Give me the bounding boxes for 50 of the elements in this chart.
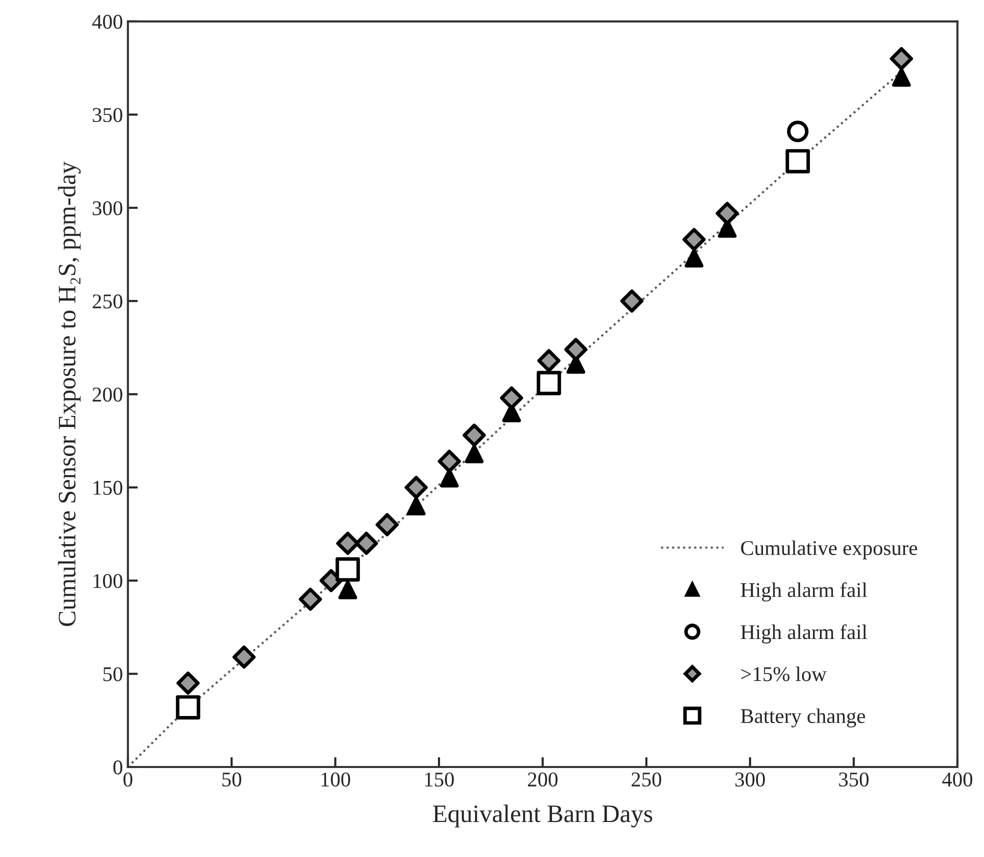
y-tick-label: 350 — [92, 108, 122, 122]
point — [536, 370, 562, 396]
point — [320, 569, 343, 592]
x-tick-label: 300 — [735, 772, 765, 787]
x-tick-label: 150 — [425, 772, 454, 787]
y-tick-label: 300 — [92, 201, 122, 216]
point — [786, 149, 810, 174]
point — [298, 588, 322, 611]
point — [406, 496, 426, 516]
point — [682, 228, 706, 252]
point — [716, 202, 739, 225]
x-tick-label: 250 — [632, 772, 662, 787]
legend-label: >15% low — [741, 666, 827, 682]
point — [684, 248, 704, 268]
x-tick-label: 400 — [942, 772, 972, 787]
y-tick-label: 250 — [92, 294, 122, 308]
y-axis-title: Cumulative Sensor Exposure to H₂S, ppm-day — [58, 162, 81, 626]
y-tick-label: 50 — [103, 667, 122, 682]
point — [464, 444, 484, 464]
point — [354, 532, 378, 555]
x-tick-label: 0 — [124, 772, 132, 787]
legend-label: High alarm fail — [740, 624, 868, 644]
legend-label: Cumulative exposure — [741, 540, 918, 560]
legend-label: Battery change — [740, 708, 866, 728]
x-axis-title: Equivalent Barn Days — [433, 804, 652, 828]
point — [336, 532, 360, 555]
point — [336, 557, 360, 582]
point — [462, 424, 486, 447]
x-tick-label: 100 — [322, 772, 350, 787]
x-tick-label: 350 — [839, 772, 869, 787]
point — [892, 68, 911, 87]
point — [376, 513, 399, 536]
y-tick-label: 150 — [94, 480, 122, 495]
point — [890, 47, 913, 70]
legend-label: High alarm fail — [740, 582, 868, 602]
y-tick-label: 400 — [92, 14, 122, 29]
y-tick-label: 0 — [113, 760, 122, 774]
x-tick-label: 200 — [528, 772, 558, 787]
y-tick-label: 200 — [92, 388, 122, 402]
x-tick-label: 50 — [222, 772, 242, 787]
point — [232, 645, 256, 669]
point — [620, 289, 644, 313]
point — [176, 695, 200, 720]
point — [438, 450, 461, 473]
point — [176, 672, 200, 695]
point — [404, 476, 428, 499]
point — [338, 580, 358, 600]
y-tick-label: 100 — [94, 574, 122, 588]
point — [537, 349, 560, 372]
point — [786, 120, 809, 142]
